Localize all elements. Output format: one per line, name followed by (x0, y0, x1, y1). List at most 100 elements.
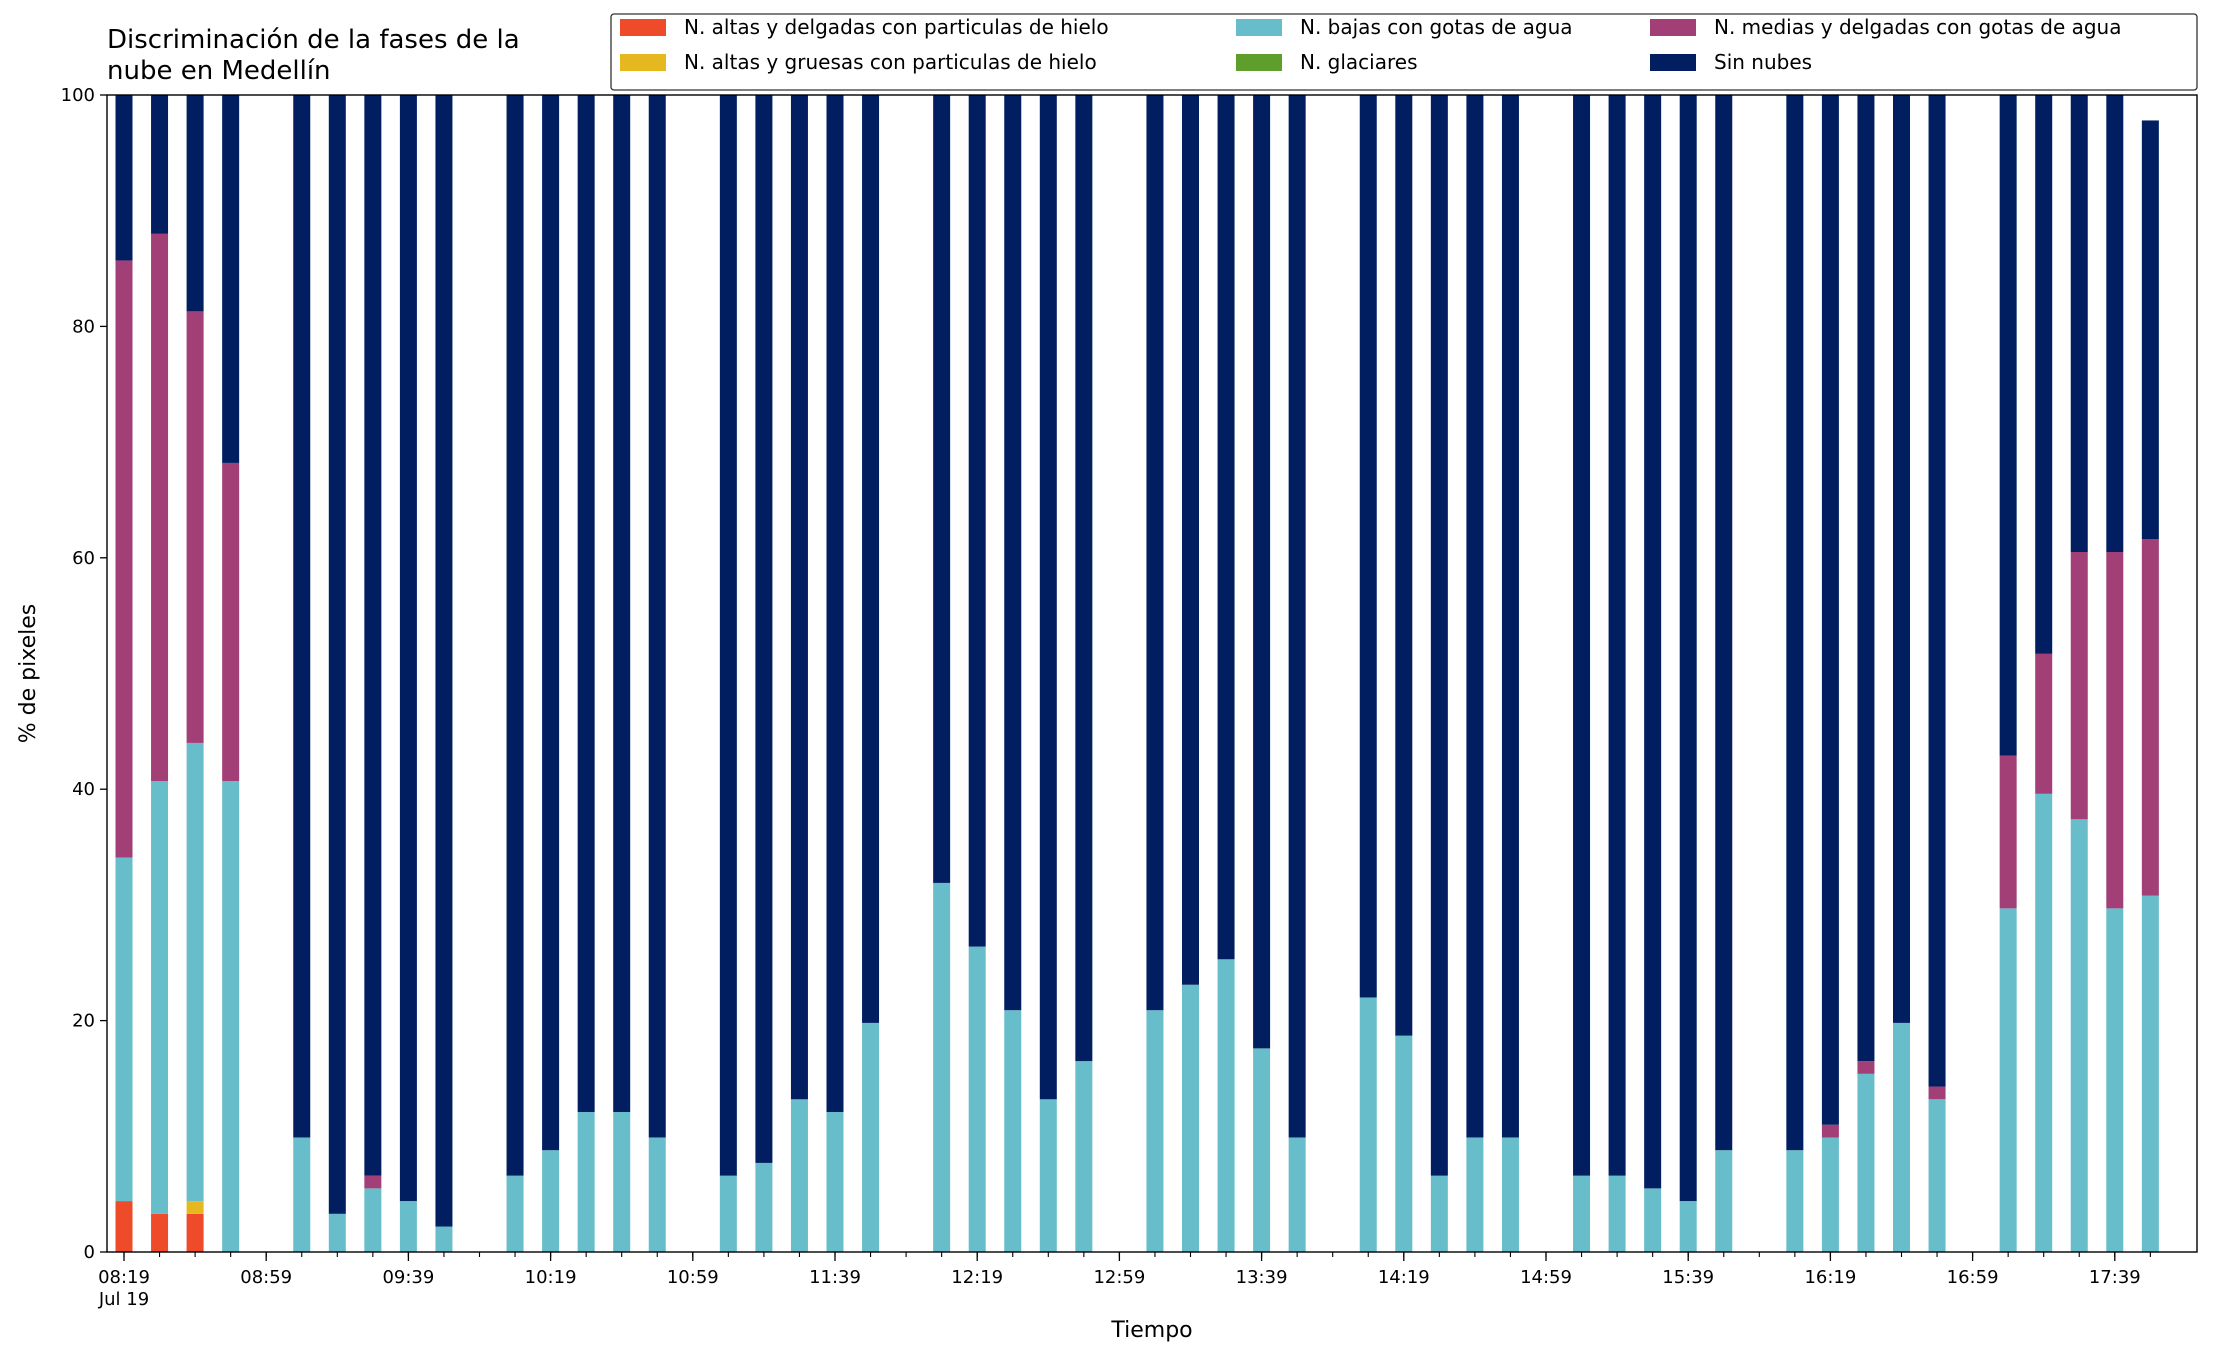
bar-segment (293, 95, 311, 1138)
bar-segment (1182, 984, 1199, 1252)
bar-segment (151, 95, 169, 234)
y-tick-label: 100 (61, 85, 95, 106)
x-tick-sublabel: Jul 19 (98, 1289, 149, 1310)
bar-segment (364, 1188, 382, 1252)
bar-segment (186, 1201, 204, 1214)
bar-segment (1644, 95, 1662, 1189)
bar-segment (1679, 95, 1697, 1202)
bar-segment (719, 95, 737, 1176)
bar-segment (2141, 895, 2159, 1252)
y-tick-label: 60 (72, 548, 95, 569)
bar-segment (1893, 1022, 1910, 1252)
x-tick-label: 14:59 (1520, 1267, 1572, 1288)
bar-segment (862, 95, 880, 1023)
bar-segment (1253, 95, 1271, 1049)
bar-segment (1573, 95, 1591, 1176)
bar-segment (826, 95, 844, 1112)
legend-label: N. medias y delgadas con gotas de agua (1714, 15, 2122, 39)
x-tick-label: 09:39 (382, 1267, 434, 1288)
bar-segment (790, 1099, 808, 1252)
bar-segment (115, 1201, 133, 1252)
bar-segment (1359, 997, 1377, 1252)
y-tick-label: 40 (72, 779, 95, 800)
bar-segment (1395, 1035, 1413, 1252)
bar-segment (1004, 1010, 1022, 1252)
bar-segment (790, 95, 808, 1100)
x-tick-label: 13:39 (1236, 1267, 1288, 1288)
bar-segment (933, 95, 951, 883)
bar-segment (1608, 1175, 1626, 1252)
bar-segment (399, 95, 417, 1202)
legend-label: N. glaciares (1300, 50, 1418, 74)
bar-segment (719, 1175, 737, 1252)
bar-segment (1182, 95, 1199, 985)
bar-segment (1004, 95, 1022, 1011)
bar-segment (2035, 793, 2053, 1252)
bar-segment (1501, 95, 1519, 1138)
x-tick-label: 16:59 (1947, 1267, 1999, 1288)
bar-segment (293, 1137, 311, 1252)
bar-segment (2106, 95, 2124, 553)
bar-segment (2106, 552, 2124, 909)
bar-segment (577, 1112, 595, 1252)
bar-segment (542, 95, 560, 1151)
bar-segment (968, 946, 986, 1252)
bar-segment (151, 1213, 169, 1252)
bar-segment (1359, 95, 1377, 998)
chart-title: nube en Medellín (107, 56, 331, 86)
bar-segment (1786, 1150, 1804, 1252)
bar-segment (1466, 1137, 1484, 1252)
bar-segment (1608, 95, 1626, 1176)
bar-segment (1857, 95, 1875, 1062)
bar-segment (1644, 1188, 1662, 1252)
x-tick-label: 10:19 (525, 1267, 577, 1288)
bar-segment (186, 1213, 204, 1252)
bar-segment (399, 1201, 417, 1252)
x-axis-label: Tiempo (1110, 1318, 1192, 1343)
x-tick-label: 16:19 (1804, 1267, 1856, 1288)
bar-segment (1288, 1137, 1306, 1252)
bar-segment (755, 95, 773, 1163)
bar-segment (328, 95, 346, 1214)
bar-segment (1075, 95, 1093, 1062)
bar-segment (2070, 95, 2088, 553)
legend-swatch (1236, 54, 1282, 71)
legend-swatch (1236, 19, 1282, 36)
bar-segment (151, 233, 169, 782)
x-tick-label: 17:39 (2089, 1267, 2141, 1288)
bar-segment (1715, 95, 1733, 1151)
bar-segment (2141, 539, 2159, 896)
bar-segment (1679, 1201, 1697, 1252)
bar-segment (506, 95, 524, 1176)
legend-label: N. altas y gruesas con particulas de hie… (684, 50, 1097, 74)
bar-segment (1466, 95, 1484, 1138)
bar-segment (2070, 819, 2088, 1252)
bar-segment (1928, 1086, 1946, 1100)
bar-segment (862, 1022, 880, 1252)
bar-segment (186, 95, 204, 312)
bar-segment (2070, 552, 2088, 820)
x-tick-label: 14:19 (1378, 1267, 1430, 1288)
bar-segment (1928, 95, 1946, 1087)
bar-segment (1857, 1073, 1875, 1252)
bar-segment (1821, 1124, 1839, 1138)
bar-segment (2035, 95, 2053, 654)
bar-segment (222, 462, 240, 782)
bar-segment (1715, 1150, 1733, 1252)
bar-segment (2106, 908, 2124, 1252)
legend-label: N. altas y delgadas con particulas de hi… (684, 15, 1109, 39)
legend-swatch (620, 19, 666, 36)
bar-segment (1821, 95, 1839, 1125)
bar-segment (115, 260, 133, 858)
y-tick-label: 0 (84, 1242, 95, 1263)
bar-segment (435, 1226, 453, 1252)
bar-segment (506, 1175, 524, 1252)
x-tick-label: 15:39 (1662, 1267, 1714, 1288)
bar-segment (186, 742, 204, 1202)
bar-segment (435, 95, 453, 1227)
bar-segment (1430, 95, 1448, 1176)
bar-segment (933, 882, 951, 1252)
bar-segment (222, 95, 240, 463)
bar-segment (826, 1112, 844, 1252)
